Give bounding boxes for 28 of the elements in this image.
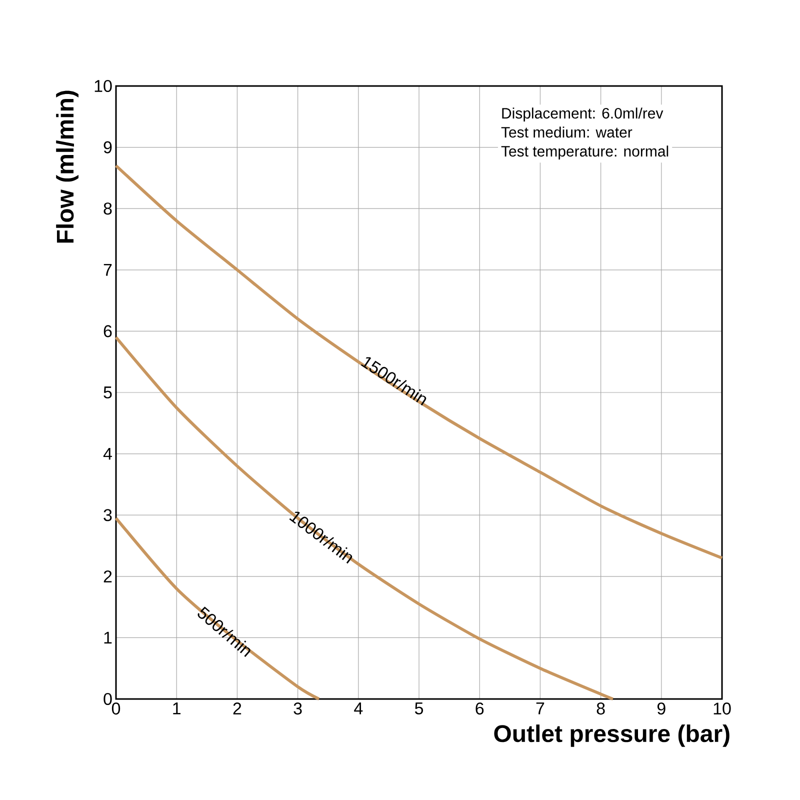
- x-axis-title: Outlet pressure (bar): [494, 724, 730, 747]
- x-tick-label: 0: [112, 702, 120, 715]
- y-tick-label: 4: [103, 448, 112, 460]
- line-series: [114, 336, 614, 700]
- annotation: Displacement: 6.0ml/rev: [502, 108, 664, 122]
- y-tick-label: 6: [104, 325, 112, 338]
- annotation: Test medium: water: [501, 126, 632, 138]
- y-tick-label: 2: [104, 570, 112, 582]
- x-tick-label: 2: [233, 702, 242, 714]
- y-tick-label: 7: [104, 264, 112, 276]
- y-tick-label: 3: [104, 509, 112, 522]
- x-tick-label: 10: [714, 702, 731, 715]
- x-tick-label: 3: [294, 702, 302, 715]
- x-tick-label: 7: [536, 702, 544, 714]
- x-tick-label: 5: [414, 702, 424, 714]
- y-tick-label: 0: [104, 692, 112, 706]
- x-tick-label: 4: [354, 702, 363, 714]
- x-tick-label: 6: [476, 702, 484, 715]
- y-tick-label: 8: [104, 202, 112, 215]
- y-tick-label: 5: [104, 386, 112, 398]
- annotation: Test temperature: normal: [501, 146, 668, 160]
- y-axis-title: Flow (ml/min): [56, 90, 78, 243]
- y-tick-label: 1: [104, 632, 112, 644]
- x-tick-label: 9: [657, 702, 666, 715]
- y-tick-label: 10: [94, 80, 112, 92]
- y-tick-label: 9: [104, 141, 112, 154]
- x-tick-label: 1: [173, 702, 180, 714]
- x-tick-label: 8: [596, 702, 605, 715]
